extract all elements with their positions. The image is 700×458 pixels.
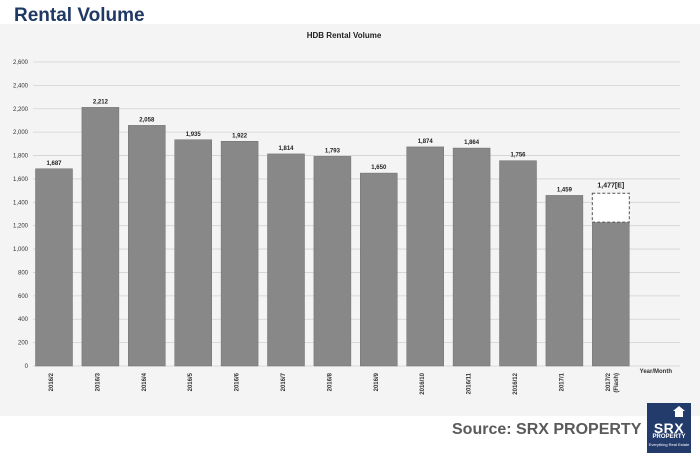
data-label: 1,477[E] <box>597 182 624 189</box>
y-tick-label: 600 <box>18 294 29 300</box>
y-tick-label: 800 <box>18 270 29 276</box>
bar <box>267 153 305 367</box>
bar <box>313 156 352 367</box>
y-tick-label: 2,600 <box>13 60 29 66</box>
bar <box>174 139 212 367</box>
bar <box>452 147 491 367</box>
bar <box>220 141 259 367</box>
y-tick-label: 2,400 <box>13 83 29 89</box>
logo-subtext: PROPERTY <box>652 434 686 440</box>
chart-title: HDB Rental Volume <box>307 31 382 40</box>
x-tick-label: 2016/5 <box>188 372 194 391</box>
logo-tagline: Everything Real Estate <box>648 442 690 447</box>
y-tick-label: 1,400 <box>13 200 29 206</box>
x-tick-label: 2016/8 <box>327 372 333 391</box>
y-tick-label: 1,200 <box>13 224 29 230</box>
y-tick-label: 2,000 <box>13 130 29 136</box>
srx-logo: SRX PROPERTY Everything Real Estate <box>647 403 691 453</box>
bar-flash <box>592 221 630 367</box>
x-tick-label: 2017/1 <box>559 372 565 391</box>
x-tick-label: (Flash) <box>614 373 620 393</box>
x-axis: 2016/2 2016/3 2016/4 2016/5 2016/6 2016/7 2016… <box>49 372 620 394</box>
page-title: Rental Volume <box>14 5 145 26</box>
x-tick-label: 2016/11 <box>467 372 473 394</box>
house-icon <box>673 406 685 417</box>
bar <box>35 168 73 367</box>
y-tick-label: 1,600 <box>13 177 29 183</box>
data-label: 1,459 <box>557 187 573 193</box>
x-tick-label: 2016/6 <box>235 372 241 391</box>
data-labels: 1,687 2,212 2,058 1,935 1,922 1,814 1,793 1,650… <box>46 99 624 193</box>
bar <box>499 160 537 367</box>
data-label: 1,922 <box>232 133 248 139</box>
bar-estimate-outline <box>591 192 630 223</box>
logo-text: SRX <box>653 420 685 436</box>
data-label: 1,935 <box>186 132 202 138</box>
chart-panel: HDB Rental Volume 0 200 400 600 800 1,000 1,20… <box>0 24 700 416</box>
bar-chart: HDB Rental Volume 0 200 400 600 800 1,000 1,20… <box>13 31 680 395</box>
y-tick-label: 0 <box>25 364 29 370</box>
y-tick-label: 1,000 <box>13 247 29 253</box>
x-tick-label: 2016/12 <box>513 372 519 394</box>
y-tick-label: 1,800 <box>13 154 29 160</box>
x-tick-label: 2016/4 <box>142 372 148 391</box>
x-tick-label: 2016/3 <box>95 372 101 391</box>
data-label: 1,864 <box>464 140 480 146</box>
data-label: 2,058 <box>139 117 155 123</box>
y-tick-label: 2,200 <box>13 107 29 113</box>
bar <box>128 125 166 367</box>
y-tick-label: 200 <box>18 341 29 347</box>
bars <box>35 107 630 367</box>
data-label: 1,814 <box>278 146 294 152</box>
data-label: 1,650 <box>371 165 387 171</box>
data-label: 1,874 <box>418 139 434 145</box>
x-tick-label: 2016/9 <box>374 372 380 391</box>
source-credit: Source: SRX PROPERTY <box>452 421 642 438</box>
x-tick-label: 2016/2 <box>49 372 55 391</box>
data-label: 1,793 <box>325 148 341 154</box>
bar <box>545 195 584 367</box>
x-tick-label: 2017/2 <box>606 372 612 391</box>
bar <box>81 107 120 367</box>
x-tick-label: 2016/7 <box>281 372 287 391</box>
bar <box>360 172 398 367</box>
y-axis: 0 200 400 600 800 1,000 1,200 1,400 1,600 1,800 2,… <box>13 60 29 370</box>
bar <box>406 146 444 367</box>
x-axis-label: Year/Month <box>640 369 673 375</box>
y-tick-label: 400 <box>18 317 29 323</box>
data-label: 1,687 <box>46 161 62 167</box>
data-label: 2,212 <box>93 99 109 105</box>
x-tick-label: 2016/10 <box>420 372 426 394</box>
data-label: 1,756 <box>510 153 526 159</box>
